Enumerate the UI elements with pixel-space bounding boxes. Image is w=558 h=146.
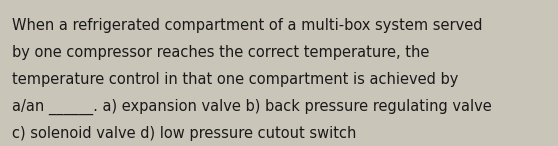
Text: temperature control in that one compartment is achieved by: temperature control in that one compartm… bbox=[12, 72, 459, 87]
Text: by one compressor reaches the correct temperature, the: by one compressor reaches the correct te… bbox=[12, 45, 430, 60]
Text: c) solenoid valve d) low pressure cutout switch: c) solenoid valve d) low pressure cutout… bbox=[12, 126, 357, 141]
Text: a/an ______. a) expansion valve b) back pressure regulating valve: a/an ______. a) expansion valve b) back … bbox=[12, 99, 492, 115]
Text: When a refrigerated compartment of a multi-box system served: When a refrigerated compartment of a mul… bbox=[12, 18, 483, 33]
